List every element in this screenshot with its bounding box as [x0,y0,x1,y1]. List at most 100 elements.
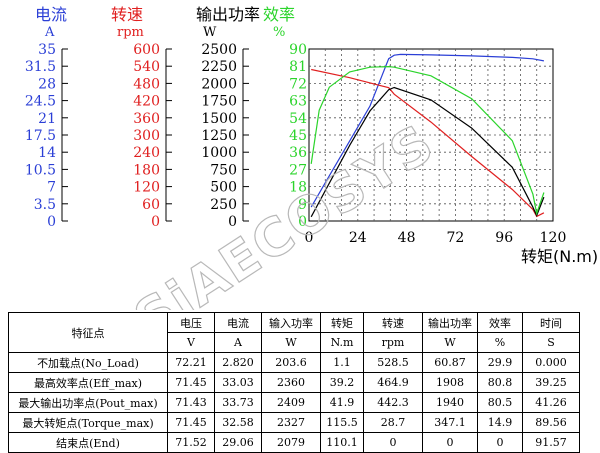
axis-2-tick-label: 1500 [201,111,237,127]
table-cell: 41.26 [522,392,580,413]
table-cell: 2360 [261,372,321,393]
table-cell: 110.1 [320,432,364,453]
axis-unit-0: A [44,25,55,40]
axis-3-tick-label: 18 [289,180,307,196]
axis-title-1: 转速 [111,5,143,24]
table-cell: 29.06 [214,432,262,453]
axis-title-2: 输出功率 [196,5,260,24]
table-cell: 2.820 [214,352,262,373]
axis-0-tick-label: 24.5 [25,94,56,110]
axis-1-tick-label: 180 [133,162,160,178]
table-header-feature: 特征点 [8,312,168,353]
table-cell: 0.000 [522,352,580,373]
x-axis-label: 转矩(N.m) [521,247,598,266]
table-row-label: 结束点(End) [8,432,168,453]
table-row: 最高效率点(Eff_max) 71.45 33.03 2360 39.2 464.9 190… [8,372,580,393]
series-line-pct [310,65,545,216]
table-cell: 0 [422,432,478,453]
table-cell: 1908 [422,372,478,393]
axis-3-tick-label: 27 [289,162,307,178]
axis-3-tick-label: 63 [289,94,307,110]
axis-1-tick-label: 480 [133,76,160,92]
axis-0-tick-label: 3.5 [34,197,56,213]
axis-3-tick-label: 90 [289,42,307,58]
table-cell: 80.8 [477,372,523,393]
table-cell: 33.03 [214,372,262,393]
x-tick-label: 120 [540,230,567,246]
axis-0-tick-label: 0 [47,214,56,230]
plot-series [310,53,545,218]
axis-0-tick-label: 10.5 [25,162,56,178]
table-cell: 0 [363,432,423,453]
table-cell: 71.45 [167,412,215,433]
table-header-cell: 效率 [477,312,523,333]
table-header-cell: 转速 [363,312,423,333]
table-cell: 14.9 [477,412,523,433]
table-cell: 39.2 [320,372,364,393]
axis-1-tick-label: 300 [133,128,160,144]
table-cell: 71.43 [167,392,215,413]
table-cell: 72.21 [167,352,215,373]
axis-title-0: 电流 [35,5,67,24]
axis-0-tick-label: 31.5 [25,59,56,75]
axis-1-tick-label: 360 [133,111,160,127]
axis-3-tick-label: 81 [289,59,307,75]
table-row: 不加载点(No_Load) 72.21 2.820 203.6 1.1 528.5 60.8… [8,352,580,373]
axis-1-tick-label: 120 [133,180,160,196]
table-cell: 464.9 [363,372,423,393]
axis-2-tick-label: 0 [228,214,237,230]
axis-1-tick-label: 540 [133,59,160,75]
axis-3-tick-label: 0 [298,214,307,230]
table-cell: 71.45 [167,372,215,393]
table-cell: 2409 [261,392,321,413]
table-unit-cell: W [422,332,478,353]
table-unit-cell: % [477,332,523,353]
axis-2-tick-label: 2000 [201,76,237,92]
table-cell: 32.58 [214,412,262,433]
table-cell: 2327 [261,412,321,433]
table-row-label: 最大输出功率点(Pout_max) [8,392,168,413]
table-cell: 89.56 [522,412,580,433]
x-tick-label: 48 [398,230,416,246]
axis-1-tick-label: 0 [151,214,160,230]
table-cell: 2079 [261,432,321,453]
x-tick-label: 72 [446,230,464,246]
table-cell: 91.57 [522,432,580,453]
table-cell: 33.73 [214,392,262,413]
table-header-row: 特征点 电压 电流 输入功率 转矩 转速 输出功率 效率 时间 [8,312,580,353]
table-cell: 0 [477,432,523,453]
table-cell: 442.3 [363,392,423,413]
table-row: 结束点(End) 71.52 29.06 2079 110.1 0 0 0 91.57 [8,432,580,453]
axis-unit-2: W [203,25,217,40]
table-unit-row: V A W N.m rpm W% S [9,332,580,353]
table-unit-cell: rpm [363,332,423,353]
axis-3-tick-label: 72 [289,76,307,92]
axis-1-tick-label: 420 [133,94,160,110]
table-cell: 80.5 [477,392,523,413]
axis-2-tick-label: 1750 [201,94,237,110]
table-unit-cell: A [214,332,262,353]
table-header-cell: 转矩 [320,312,364,333]
table-cell: 39.25 [522,372,580,393]
table-cell: 28.7 [363,412,423,433]
axis-0-tick-label: 28 [38,76,56,92]
axis-3-tick-label: 45 [289,128,307,144]
table-unit-cell: S [522,332,580,353]
table-cell: 71.52 [167,432,215,453]
table-cell: 41.9 [320,392,364,413]
x-axis-ticks: 0 24 48 72 96 120 [305,230,567,246]
axis-2-tick-label: 250 [210,197,237,213]
table-row-label: 最高效率点(Eff_max) [8,372,168,393]
axis-ticks: 3531.52824.52117.51410.573.5060054048042… [25,42,307,230]
table-unit-cell: V [167,332,215,353]
table-cell: 29.9 [477,352,523,373]
axis-0-tick-label: 17.5 [25,128,56,144]
axis-0-tick-label: 7 [47,180,56,196]
watermark: SiAECOSYS [124,113,445,310]
table-row-label: 不加载点(No_Load) [8,352,168,373]
table-cell: 1.1 [320,352,364,373]
table-header-cell: 输入功率 [261,312,321,333]
x-tick-label: 24 [349,230,367,246]
